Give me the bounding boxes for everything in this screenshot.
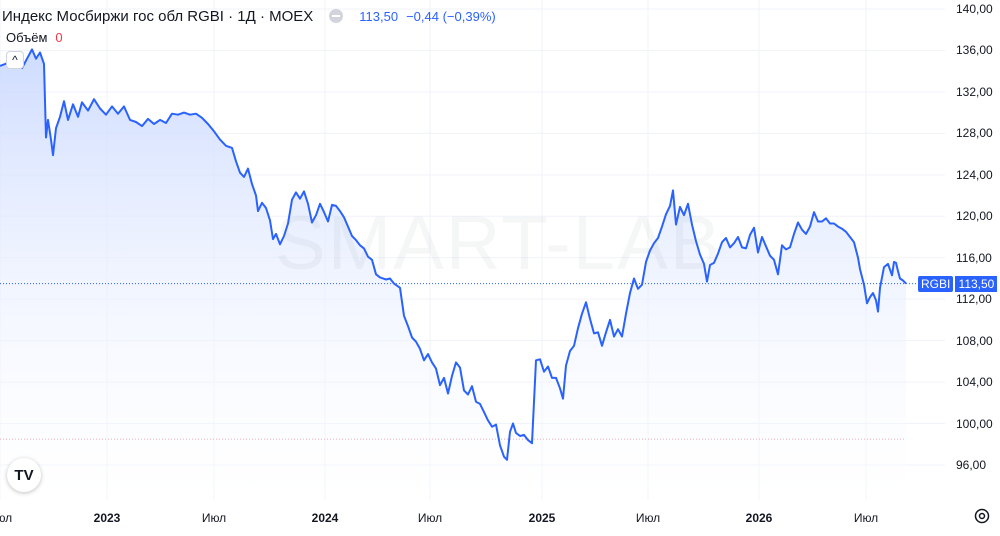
- x-tick-label: Июл: [417, 511, 443, 525]
- logo-text: TV: [14, 466, 34, 484]
- gear-icon[interactable]: [972, 506, 992, 526]
- y-tick-label: 96,00: [956, 458, 987, 472]
- volume-legend: Объём 0: [6, 30, 63, 45]
- chevron-up-icon: ^: [12, 53, 18, 67]
- chart-header: Индекс Мосбиржи гос обл RGBI · 1Д · MOEX…: [0, 6, 496, 26]
- price-change: −0,44 (−0,39%): [406, 8, 496, 24]
- y-tick-label: 128,00: [956, 126, 993, 141]
- price-tag-name: RGBI: [918, 276, 954, 292]
- tradingview-logo[interactable]: TV: [7, 458, 41, 492]
- symbol-title[interactable]: Индекс Мосбиржи гос обл RGBI · 1Д · MOEX: [2, 7, 314, 25]
- price-tag-value: 113,50: [955, 276, 998, 292]
- hide-icon[interactable]: [329, 9, 344, 23]
- y-tick-label: 136,00: [956, 43, 993, 58]
- y-tick-label: 100,00: [956, 416, 993, 431]
- x-tick-label: Июл: [201, 511, 227, 525]
- y-tick-label: 104,00: [956, 375, 993, 390]
- y-tick-label: 124,00: [956, 167, 993, 182]
- y-tick-label: 112,00: [956, 292, 992, 307]
- x-tick-label: 2023: [93, 511, 121, 525]
- volume-label[interactable]: Объём: [6, 30, 48, 45]
- area-fill: [0, 49, 906, 501]
- y-tick-label: 120,00: [956, 209, 993, 224]
- price-line: [0, 48, 907, 461]
- x-tick-label: Июл: [853, 511, 879, 525]
- collapse-legend-button[interactable]: ^: [6, 51, 24, 69]
- volume-value: 0: [55, 30, 63, 45]
- current-price-tag: RGBI 113,50: [918, 276, 998, 292]
- x-tick-label: 2026: [745, 511, 773, 525]
- y-tick-label: 140,00: [956, 2, 993, 16]
- y-tick-label: 132,00: [956, 84, 993, 99]
- x-tick-label: Июл: [0, 511, 13, 525]
- y-tick-label: 108,00: [956, 333, 993, 348]
- watermark: SMART-LAB: [275, 201, 723, 286]
- x-tick-label: Июл: [635, 511, 661, 525]
- x-tick-label: 2025: [528, 511, 556, 525]
- last-price: 113,50: [359, 8, 399, 24]
- x-tick-label: 2024: [311, 511, 339, 525]
- y-tick-label: 116,00: [956, 250, 992, 265]
